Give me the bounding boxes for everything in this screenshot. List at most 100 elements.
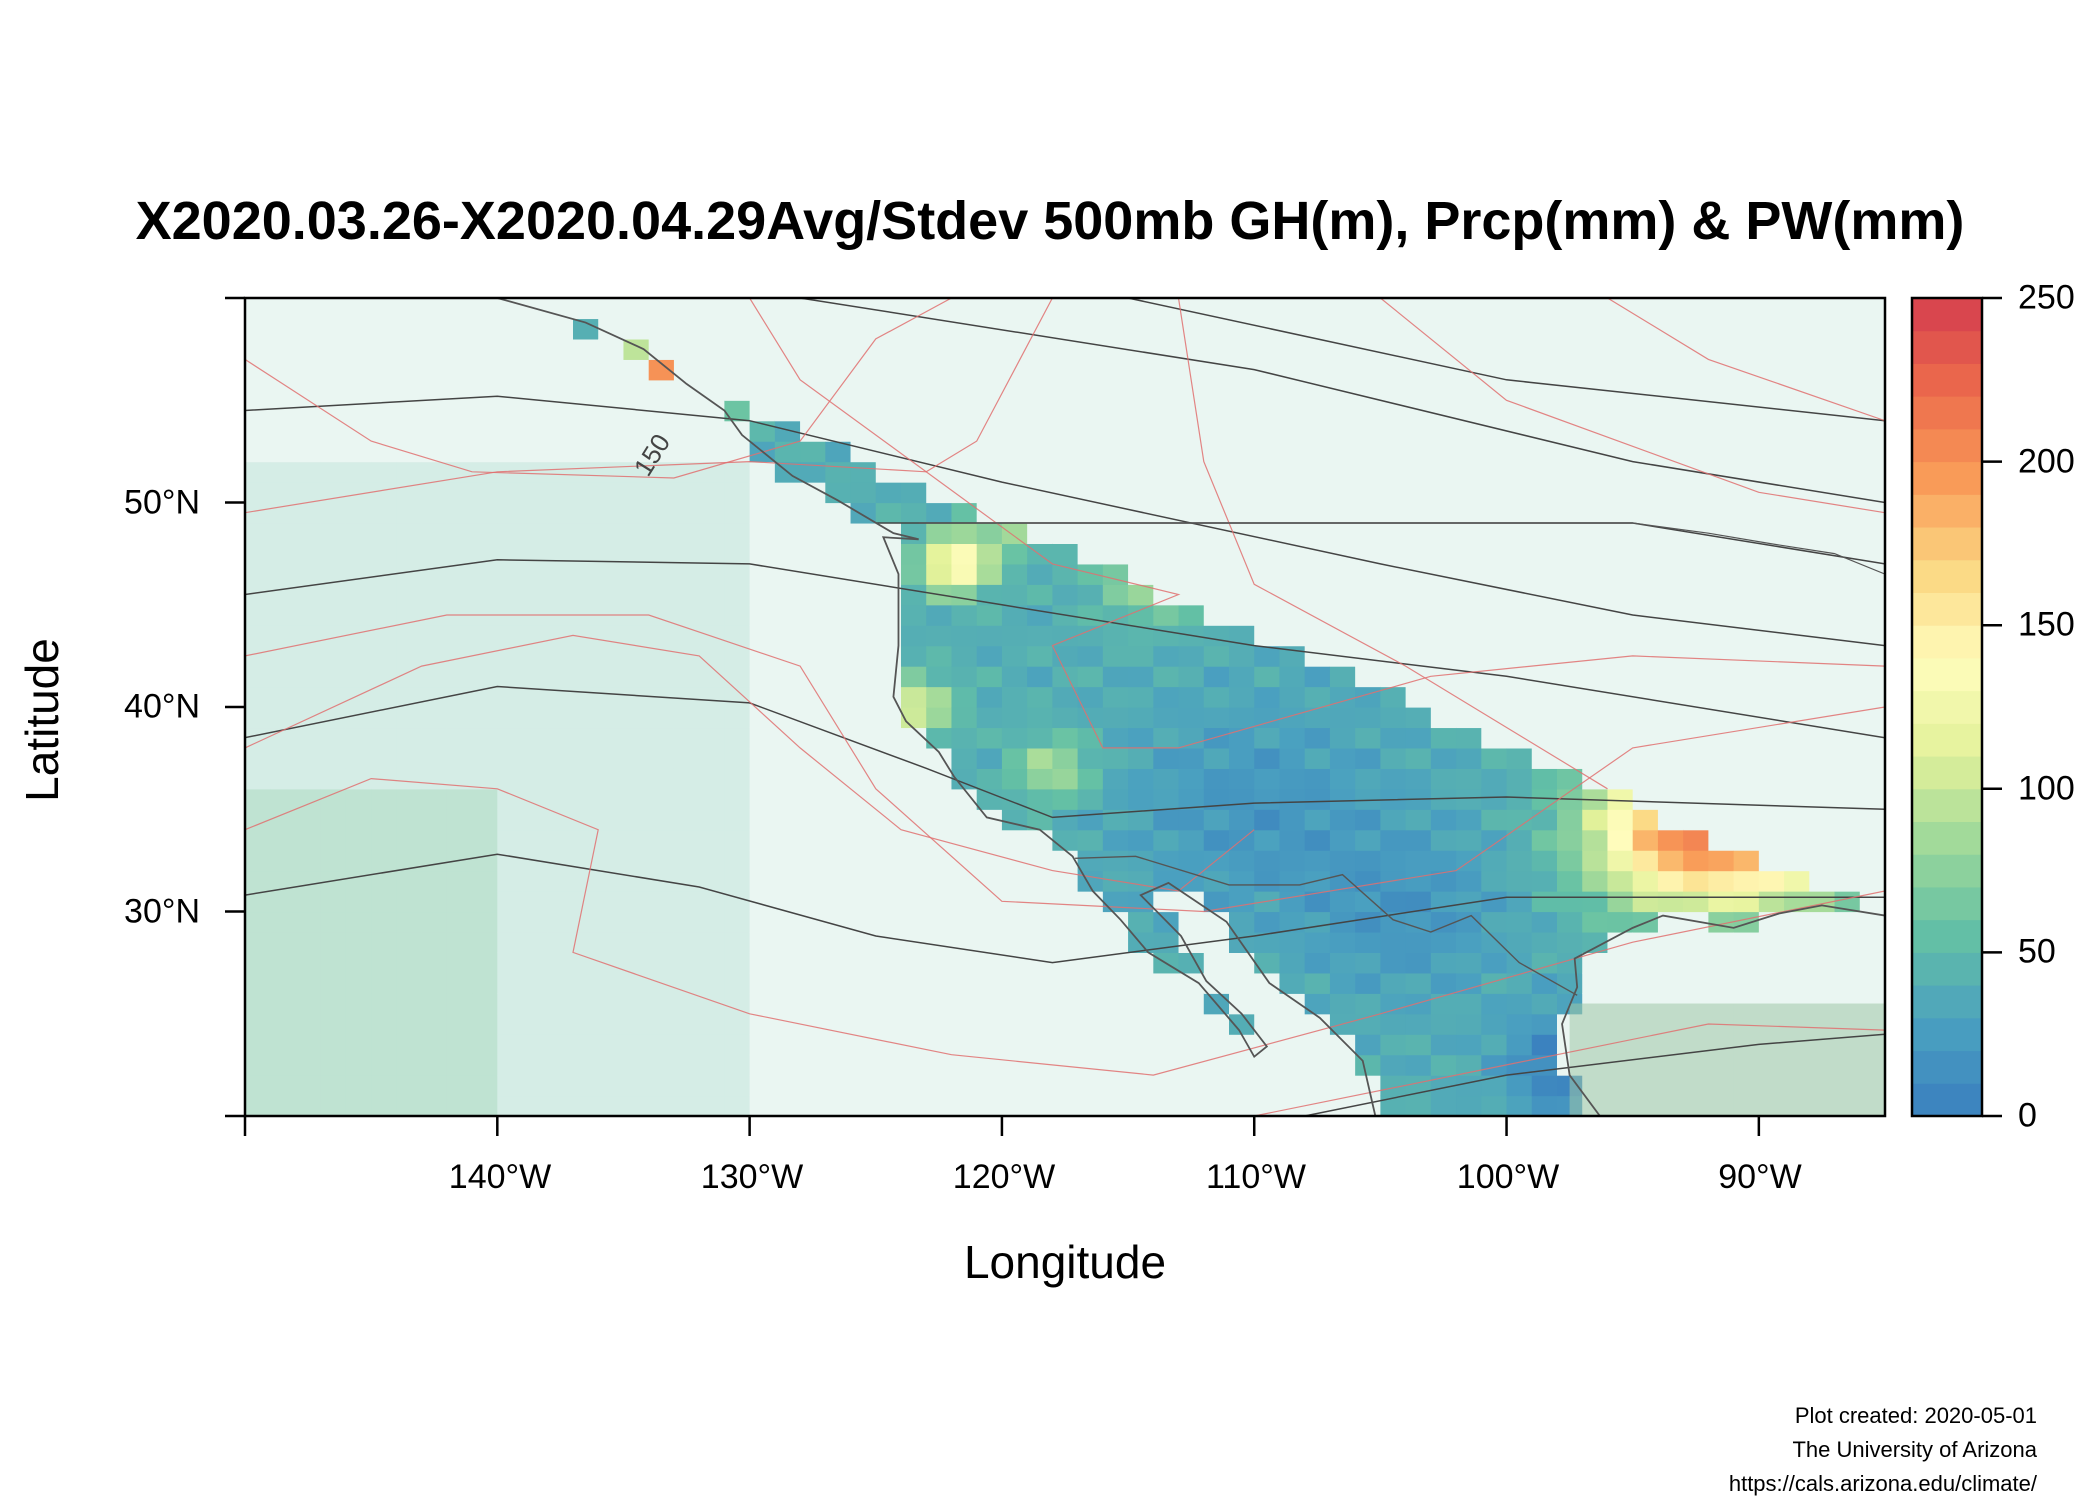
heatmap-cell bbox=[1153, 318, 1180, 340]
heatmap-cell bbox=[396, 870, 423, 892]
heatmap-cell bbox=[1128, 850, 1154, 872]
heatmap-cell bbox=[320, 993, 347, 1015]
colorbar-segment bbox=[1912, 952, 1982, 986]
heatmap-cell bbox=[1380, 707, 1407, 729]
heatmap-cell bbox=[901, 298, 927, 320]
heatmap-cell bbox=[1859, 543, 1885, 565]
heatmap-cell bbox=[800, 318, 826, 340]
heatmap-cell bbox=[1733, 625, 1760, 647]
heatmap-cell bbox=[1506, 461, 1533, 483]
heatmap-cell bbox=[976, 686, 1003, 708]
heatmap-cell bbox=[295, 1054, 322, 1076]
heatmap-cell bbox=[1834, 829, 1861, 851]
heatmap-cell bbox=[1607, 788, 1634, 810]
heatmap-cell bbox=[1758, 891, 1785, 913]
heatmap-cell bbox=[472, 400, 498, 422]
heatmap-cell bbox=[875, 502, 902, 524]
heatmap-cell bbox=[648, 1054, 675, 1076]
heatmap-cell bbox=[1254, 502, 1281, 524]
heatmap-cell bbox=[1254, 931, 1281, 953]
heatmap-cell bbox=[446, 707, 473, 729]
heatmap-cell bbox=[1001, 441, 1028, 463]
heatmap-cell bbox=[1582, 359, 1609, 381]
heatmap-cell bbox=[1355, 891, 1381, 913]
gh-contour bbox=[245, 685, 1885, 819]
heatmap-cell bbox=[270, 952, 297, 974]
heatmap-cell bbox=[1683, 543, 1709, 565]
heatmap-cell bbox=[1077, 298, 1104, 320]
heatmap-cell bbox=[1456, 482, 1482, 504]
heatmap-cell bbox=[1102, 972, 1129, 994]
heatmap-cell bbox=[749, 359, 776, 381]
heatmap-cell bbox=[800, 931, 826, 953]
heatmap-cell bbox=[1784, 420, 1810, 442]
heatmap-cell bbox=[951, 584, 978, 606]
heatmap-cell bbox=[976, 400, 1003, 422]
heatmap-cell bbox=[825, 666, 852, 688]
heatmap-cell bbox=[1329, 543, 1356, 565]
heatmap-cell bbox=[1304, 563, 1331, 585]
heatmap-cell bbox=[1733, 338, 1760, 360]
heatmap-cell bbox=[1203, 502, 1230, 524]
heatmap-cell bbox=[295, 502, 322, 524]
heatmap-cell bbox=[1178, 359, 1205, 381]
heatmap-cell bbox=[1102, 993, 1129, 1015]
heatmap-cell bbox=[825, 584, 852, 606]
heatmap-cell bbox=[673, 298, 700, 320]
heatmap-cell bbox=[1607, 707, 1634, 729]
heatmap-cell bbox=[926, 1054, 953, 1076]
heatmap-cell bbox=[295, 809, 322, 831]
heatmap-cell bbox=[901, 441, 927, 463]
heatmap-cell bbox=[749, 338, 776, 360]
heatmap-cell bbox=[673, 972, 700, 994]
heatmap-cell bbox=[371, 502, 397, 524]
heatmap-cell bbox=[1531, 768, 1558, 790]
heatmap-cell bbox=[1733, 747, 1760, 769]
heatmap-cell bbox=[875, 993, 902, 1015]
heatmap-cell bbox=[1203, 666, 1230, 688]
heatmap-cell bbox=[1380, 1034, 1407, 1056]
heatmap-cell bbox=[1733, 400, 1760, 422]
heatmap-cell bbox=[875, 1095, 902, 1116]
heatmap-cell bbox=[1153, 502, 1180, 524]
heatmap-cell bbox=[648, 788, 675, 810]
heatmap-cell bbox=[1077, 563, 1104, 585]
heatmap-cell bbox=[1027, 1095, 1053, 1116]
heatmap-cell bbox=[1582, 645, 1609, 667]
heatmap-cell bbox=[1304, 993, 1331, 1015]
heatmap-cell bbox=[446, 911, 473, 933]
heatmap-cell bbox=[800, 522, 826, 544]
heatmap-cell bbox=[1178, 707, 1205, 729]
heatmap-cell bbox=[1304, 829, 1331, 851]
heatmap-cell bbox=[1380, 584, 1407, 606]
heatmap-cell bbox=[1430, 768, 1457, 790]
heatmap-cell bbox=[1153, 584, 1180, 606]
heatmap-cell bbox=[1229, 747, 1255, 769]
heatmap-cell bbox=[1632, 972, 1659, 994]
heatmap-cell bbox=[245, 1013, 271, 1035]
heatmap-cell bbox=[825, 993, 852, 1015]
heatmap-cell bbox=[1027, 1013, 1053, 1035]
heatmap-cell bbox=[1531, 788, 1558, 810]
heatmap-cell bbox=[1279, 747, 1306, 769]
heatmap-cell bbox=[951, 318, 978, 340]
heatmap-cell bbox=[1456, 768, 1482, 790]
heatmap-cell bbox=[1027, 298, 1053, 320]
heatmap-cell bbox=[926, 420, 953, 442]
heatmap-cell bbox=[1859, 952, 1885, 974]
heatmap-cell bbox=[976, 1075, 1003, 1097]
heatmap-cell bbox=[1128, 522, 1154, 544]
heatmap-cell bbox=[1128, 318, 1154, 340]
heatmap-cell bbox=[623, 318, 650, 340]
heatmap-cell bbox=[1102, 768, 1129, 790]
heatmap-cell bbox=[1809, 420, 1836, 442]
heatmap-cell bbox=[1708, 318, 1735, 340]
heatmap-cell bbox=[320, 645, 347, 667]
heatmap-cell bbox=[446, 972, 473, 994]
heatmap-cell bbox=[1758, 870, 1785, 892]
heatmap-cell bbox=[749, 850, 776, 872]
heatmap-cell bbox=[1405, 809, 1432, 831]
heatmap-cell bbox=[1430, 645, 1457, 667]
heatmap-cell bbox=[1784, 686, 1810, 708]
heatmap-cell bbox=[245, 441, 271, 463]
